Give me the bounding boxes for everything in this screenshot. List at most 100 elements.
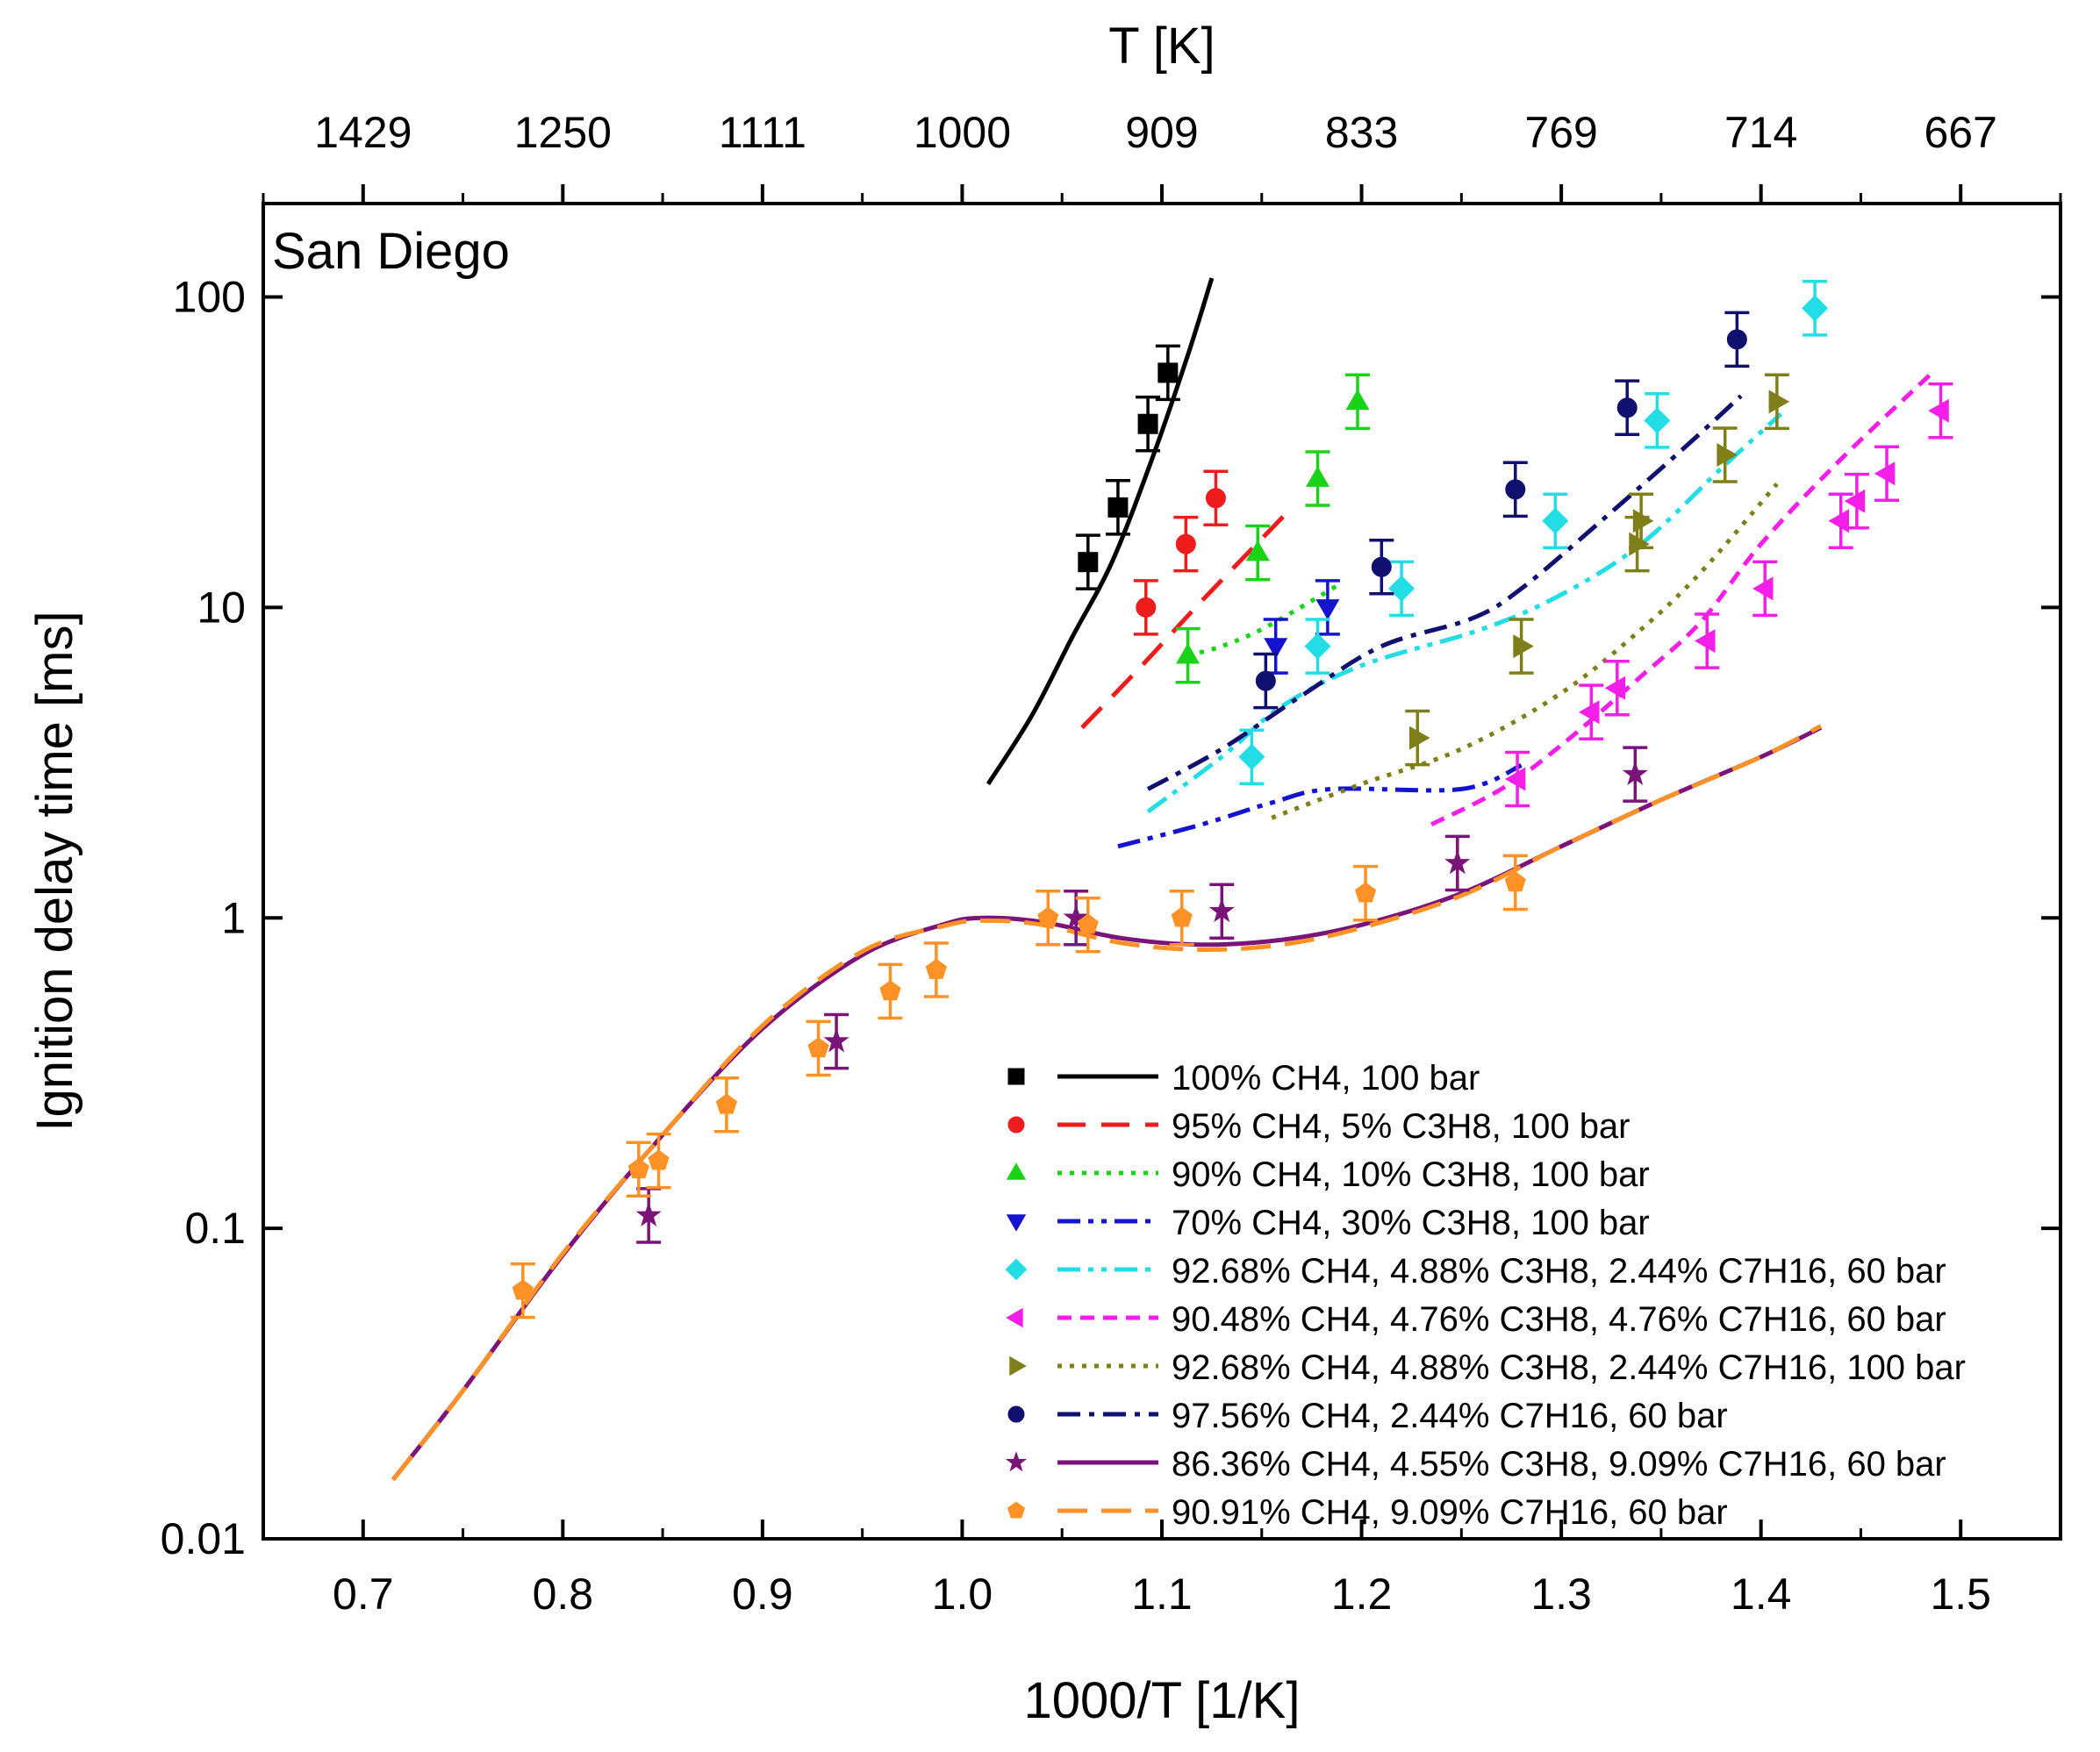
- legend-marker: [1007, 1405, 1025, 1423]
- legend-label: 90.91% CH4, 9.09% C7H16, 60 bar: [1172, 1493, 1728, 1532]
- data-point: [1828, 509, 1849, 533]
- data-point: [1768, 390, 1790, 414]
- data-point: [1345, 389, 1370, 411]
- legend-label: 97.56% CH4, 2.44% C7H16, 60 bar: [1172, 1397, 1728, 1435]
- data-point: [1874, 461, 1896, 486]
- top-tick-label: 714: [1724, 108, 1797, 157]
- plot-frame: [262, 202, 2062, 1541]
- legend-marker: [1009, 1355, 1027, 1377]
- x-tick-label: 1.5: [1930, 1570, 1991, 1619]
- series-line-4: [1146, 411, 1783, 814]
- data-point: [635, 1202, 662, 1226]
- y-axis-label: Ignition delay time [ms]: [26, 611, 83, 1131]
- data-point: [879, 980, 901, 1001]
- series-line-3: [1117, 763, 1523, 849]
- series-line-9: [391, 724, 1823, 1482]
- y-tick-label: 10: [197, 583, 246, 632]
- data-point: [1542, 507, 1569, 534]
- series-line-8: [391, 726, 1823, 1482]
- data-point: [823, 1027, 849, 1053]
- series-line-7: [1146, 394, 1743, 791]
- data-point: [1107, 497, 1129, 518]
- data-point: [1264, 638, 1288, 659]
- data-point: [1388, 575, 1416, 602]
- legend-label: 90% CH4, 10% C3H8, 100 bar: [1172, 1155, 1650, 1194]
- data-point: [1604, 676, 1626, 700]
- legend-label: 86.36% CH4, 4.55% C3H8, 9.09% C7H16, 60 …: [1172, 1445, 1946, 1484]
- top-tick-label: 1250: [514, 108, 612, 157]
- legend-marker: [1007, 1068, 1025, 1085]
- x-tick-label: 0.8: [533, 1570, 594, 1619]
- legend-label: 100% CH4, 100 bar: [1172, 1059, 1480, 1098]
- data-point: [1505, 479, 1526, 500]
- data-point: [1844, 489, 1866, 513]
- x-tick-label: 1.1: [1131, 1570, 1193, 1619]
- data-point: [1644, 407, 1671, 434]
- legend-marker: [1006, 1214, 1027, 1232]
- data-point: [1037, 906, 1059, 927]
- x-tick-label: 0.9: [732, 1570, 793, 1619]
- data-point: [1171, 906, 1193, 927]
- data-point: [1238, 743, 1265, 770]
- x-axis-label: 1000/T [1/K]: [1024, 1672, 1301, 1729]
- data-point: [1504, 871, 1526, 892]
- data-point: [1579, 700, 1600, 725]
- x-tick-label: 1.0: [932, 1570, 993, 1619]
- top-tick-label: 667: [1924, 108, 1997, 157]
- legend-marker: [1005, 1451, 1028, 1472]
- y-tick-label: 0.1: [184, 1204, 246, 1253]
- legend-marker: [1005, 1258, 1028, 1281]
- data-point: [1245, 540, 1270, 561]
- data-point: [925, 958, 947, 979]
- data-point: [807, 1037, 829, 1058]
- y-tick-label: 1: [221, 893, 246, 942]
- legend: 100% CH4, 100 bar 95% CH4, 5% C3H8, 100 b…: [1005, 1059, 1966, 1532]
- y-tick-label: 100: [173, 273, 246, 322]
- top-tick-label: 1429: [314, 108, 412, 157]
- data-point: [1078, 552, 1099, 573]
- data-point: [1408, 726, 1430, 750]
- y-tick-label: 0.01: [161, 1514, 246, 1563]
- top-axis-label: T [K]: [1108, 18, 1215, 75]
- data-point: [1504, 767, 1526, 791]
- data-point: [1304, 633, 1331, 660]
- data-point: [1717, 443, 1738, 468]
- legend-label: 70% CH4, 30% C3H8, 100 bar: [1172, 1204, 1650, 1242]
- data-point: [1928, 398, 1949, 423]
- legend-label: 90.48% CH4, 4.76% C3H8, 4.76% C7H16, 60 …: [1172, 1300, 1946, 1339]
- data-point: [1208, 897, 1235, 923]
- data-point: [1255, 670, 1276, 691]
- data-point: [1629, 532, 1650, 556]
- data-point: [1513, 634, 1534, 659]
- data-point: [1752, 576, 1774, 601]
- data-point: [1616, 397, 1638, 418]
- series-line-0: [985, 277, 1215, 785]
- data-point: [1632, 509, 1654, 533]
- plot-annotation: San Diego: [272, 223, 510, 280]
- data-point: [1176, 643, 1201, 664]
- x-tick-label: 1.4: [1731, 1570, 1792, 1619]
- top-tick-label: 769: [1524, 108, 1597, 157]
- top-tick-label: 1000: [914, 108, 1011, 157]
- top-tick-label: 909: [1125, 108, 1198, 157]
- x-tick-label: 0.7: [333, 1570, 394, 1619]
- data-point: [1802, 295, 1829, 322]
- data-point: [1315, 599, 1340, 620]
- data-point: [1622, 761, 1648, 785]
- legend-marker: [1006, 1307, 1023, 1328]
- data-point: [627, 1158, 649, 1179]
- data-point: [1077, 913, 1099, 934]
- legend-marker: [1007, 1116, 1025, 1133]
- data-point: [648, 1149, 670, 1170]
- legend-label: 95% CH4, 5% C3H8, 100 bar: [1172, 1107, 1631, 1146]
- data-point: [1175, 533, 1196, 554]
- series-line-2: [1186, 581, 1344, 658]
- x-tick-label: 1.2: [1331, 1570, 1393, 1619]
- top-tick-label: 833: [1325, 108, 1398, 157]
- series-model-lines: [391, 277, 1937, 1482]
- data-point: [1205, 488, 1226, 509]
- data-point: [1695, 629, 1716, 654]
